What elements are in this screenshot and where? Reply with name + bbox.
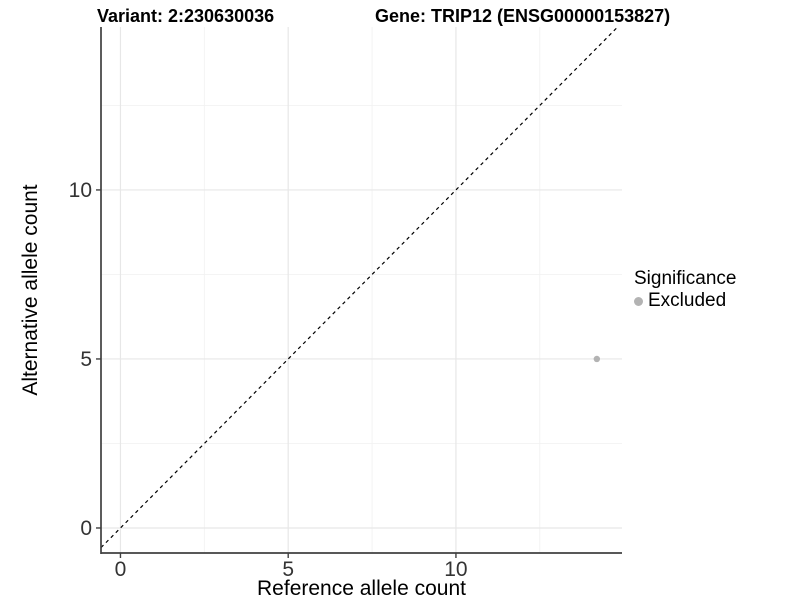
gene-title: Gene: TRIP12 (ENSG00000153827) bbox=[375, 6, 671, 26]
legend: Significance Excluded bbox=[634, 268, 736, 312]
x-tick-label: 5 bbox=[282, 558, 294, 581]
data-point bbox=[593, 355, 601, 363]
legend-key-dot bbox=[634, 296, 643, 306]
legend-item-excluded: Excluded bbox=[634, 290, 736, 312]
x-tick-label: 10 bbox=[444, 558, 467, 581]
y-tick-label: 10 bbox=[69, 179, 92, 202]
legend-title: Significance bbox=[634, 268, 737, 289]
legend-item-label: Excluded bbox=[648, 290, 727, 311]
x-tick-label: 0 bbox=[115, 558, 127, 581]
y-tick-label: 0 bbox=[80, 517, 92, 540]
y-tick-label: 5 bbox=[80, 348, 92, 371]
y-axis-title: Alternative allele count bbox=[19, 184, 42, 396]
identity-line bbox=[100, 26, 619, 549]
x-axis-title: Reference allele count bbox=[257, 577, 466, 600]
variant-title: Variant: 2:230630036 bbox=[97, 6, 275, 26]
